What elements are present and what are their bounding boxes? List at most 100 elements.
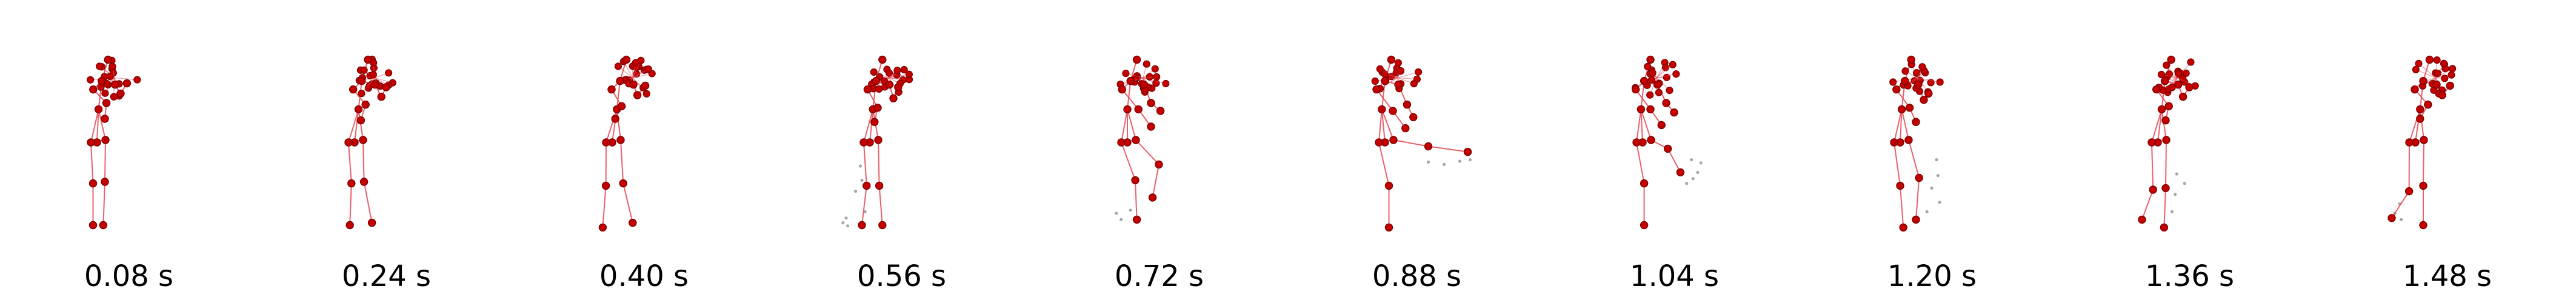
joint-marker [1389,136,1398,144]
time-label: 1.04 s [1629,259,1720,293]
hand-joint [1644,62,1652,70]
joint-marker [1132,55,1141,64]
pose-frame: 0.88 s [1288,0,1546,303]
joint-marker [872,76,881,85]
hand-joint [900,65,908,74]
joint-marker [1896,181,1904,190]
joint-marker [1409,113,1418,122]
hand-joint [1394,59,1403,67]
joint-marker [858,221,866,230]
hand-bone-line [1917,77,1940,83]
bone-line [1393,139,1429,147]
joint-marker [101,136,110,144]
joint-marker [1381,76,1389,85]
bone-line [1636,108,1642,143]
joint-marker [87,138,95,147]
hand-joint [1669,61,1677,68]
joint-marker [1904,136,1913,144]
bone-line [863,142,867,187]
hand-joint [637,56,645,64]
pose-frame: 1.04 s [1546,0,1803,303]
joint-marker [2161,184,2170,193]
hand-joint [1661,64,1670,72]
bone-line [606,108,618,143]
joint-marker [1394,80,1403,89]
joint-marker [1897,105,1906,114]
skeleton-figure [87,55,141,230]
pose-frame: 0.08 s [0,0,258,303]
bone-line [2151,108,2163,143]
joint-marker [349,85,358,94]
hand-joint [1410,80,1418,88]
joint-marker [885,80,894,89]
joint-marker [889,94,898,102]
hand-joint [886,69,893,77]
joint-marker [2424,100,2432,109]
bone-line [2157,108,2163,143]
pose-frame: 1.20 s [1803,0,2061,303]
joint-marker [1653,80,1662,89]
hand-joint [369,71,377,79]
joint-marker [2405,138,2414,147]
joint-marker [111,80,119,89]
joint-marker [2162,136,2171,144]
joint-marker [1657,121,1666,130]
bone-line [878,185,883,226]
ghost-point [2400,218,2403,221]
joint-marker [1676,168,1685,177]
ghost-point [1691,177,1695,181]
joint-marker [2174,80,2183,89]
joint-marker [617,102,626,110]
joint-marker [1646,55,1655,64]
joint-marker [2446,81,2454,90]
time-label: 0.56 s [856,259,947,293]
bone-line [1900,185,1904,228]
joint-marker [633,91,642,99]
pose-frame: 1.36 s [2061,0,2318,303]
joint-marker [1905,104,1914,112]
hand-joint [1647,76,1656,84]
hand-joint [2441,75,2449,82]
hand-joint [101,89,109,97]
joint-marker [602,138,610,147]
hand-bone-line [2418,63,2437,78]
joint-marker [1463,147,1472,156]
joint-marker [1912,118,1920,126]
hand-joint [358,90,365,98]
joint-marker [611,115,619,123]
joint-marker [1907,55,1915,64]
bone-line [98,108,106,141]
skeleton-figure [2138,55,2199,232]
joint-marker [878,55,887,64]
joint-marker [607,85,616,94]
joint-marker [2152,85,2161,94]
ghost-point [1426,160,1430,164]
joint-marker [361,100,370,109]
hand-joint [1672,70,1680,78]
joint-marker [1126,76,1135,85]
ghost-point [2183,182,2186,185]
time-label: 1.48 s [2402,259,2492,293]
joint-marker [364,55,372,64]
joint-marker [1156,107,1165,115]
ghost-point [1115,211,1118,215]
time-label: 0.08 s [84,259,174,293]
joint-marker [1123,105,1132,114]
bone-line [622,182,633,224]
hand-joint [1396,67,1405,75]
hand-joint [1936,78,1944,86]
joint-marker [629,218,637,227]
joint-marker [1647,136,1655,144]
joint-marker [1663,144,1672,153]
joint-marker [1640,76,1649,85]
joint-marker [1424,142,1433,151]
ghost-point [1458,159,1462,163]
joint-marker [2419,181,2428,190]
joint-marker [2147,138,2156,147]
joint-marker [1914,80,1923,89]
joint-marker [619,179,627,188]
pose-frame: 0.40 s [515,0,773,303]
bone-line [348,108,359,143]
hand-bone-line [114,77,138,81]
